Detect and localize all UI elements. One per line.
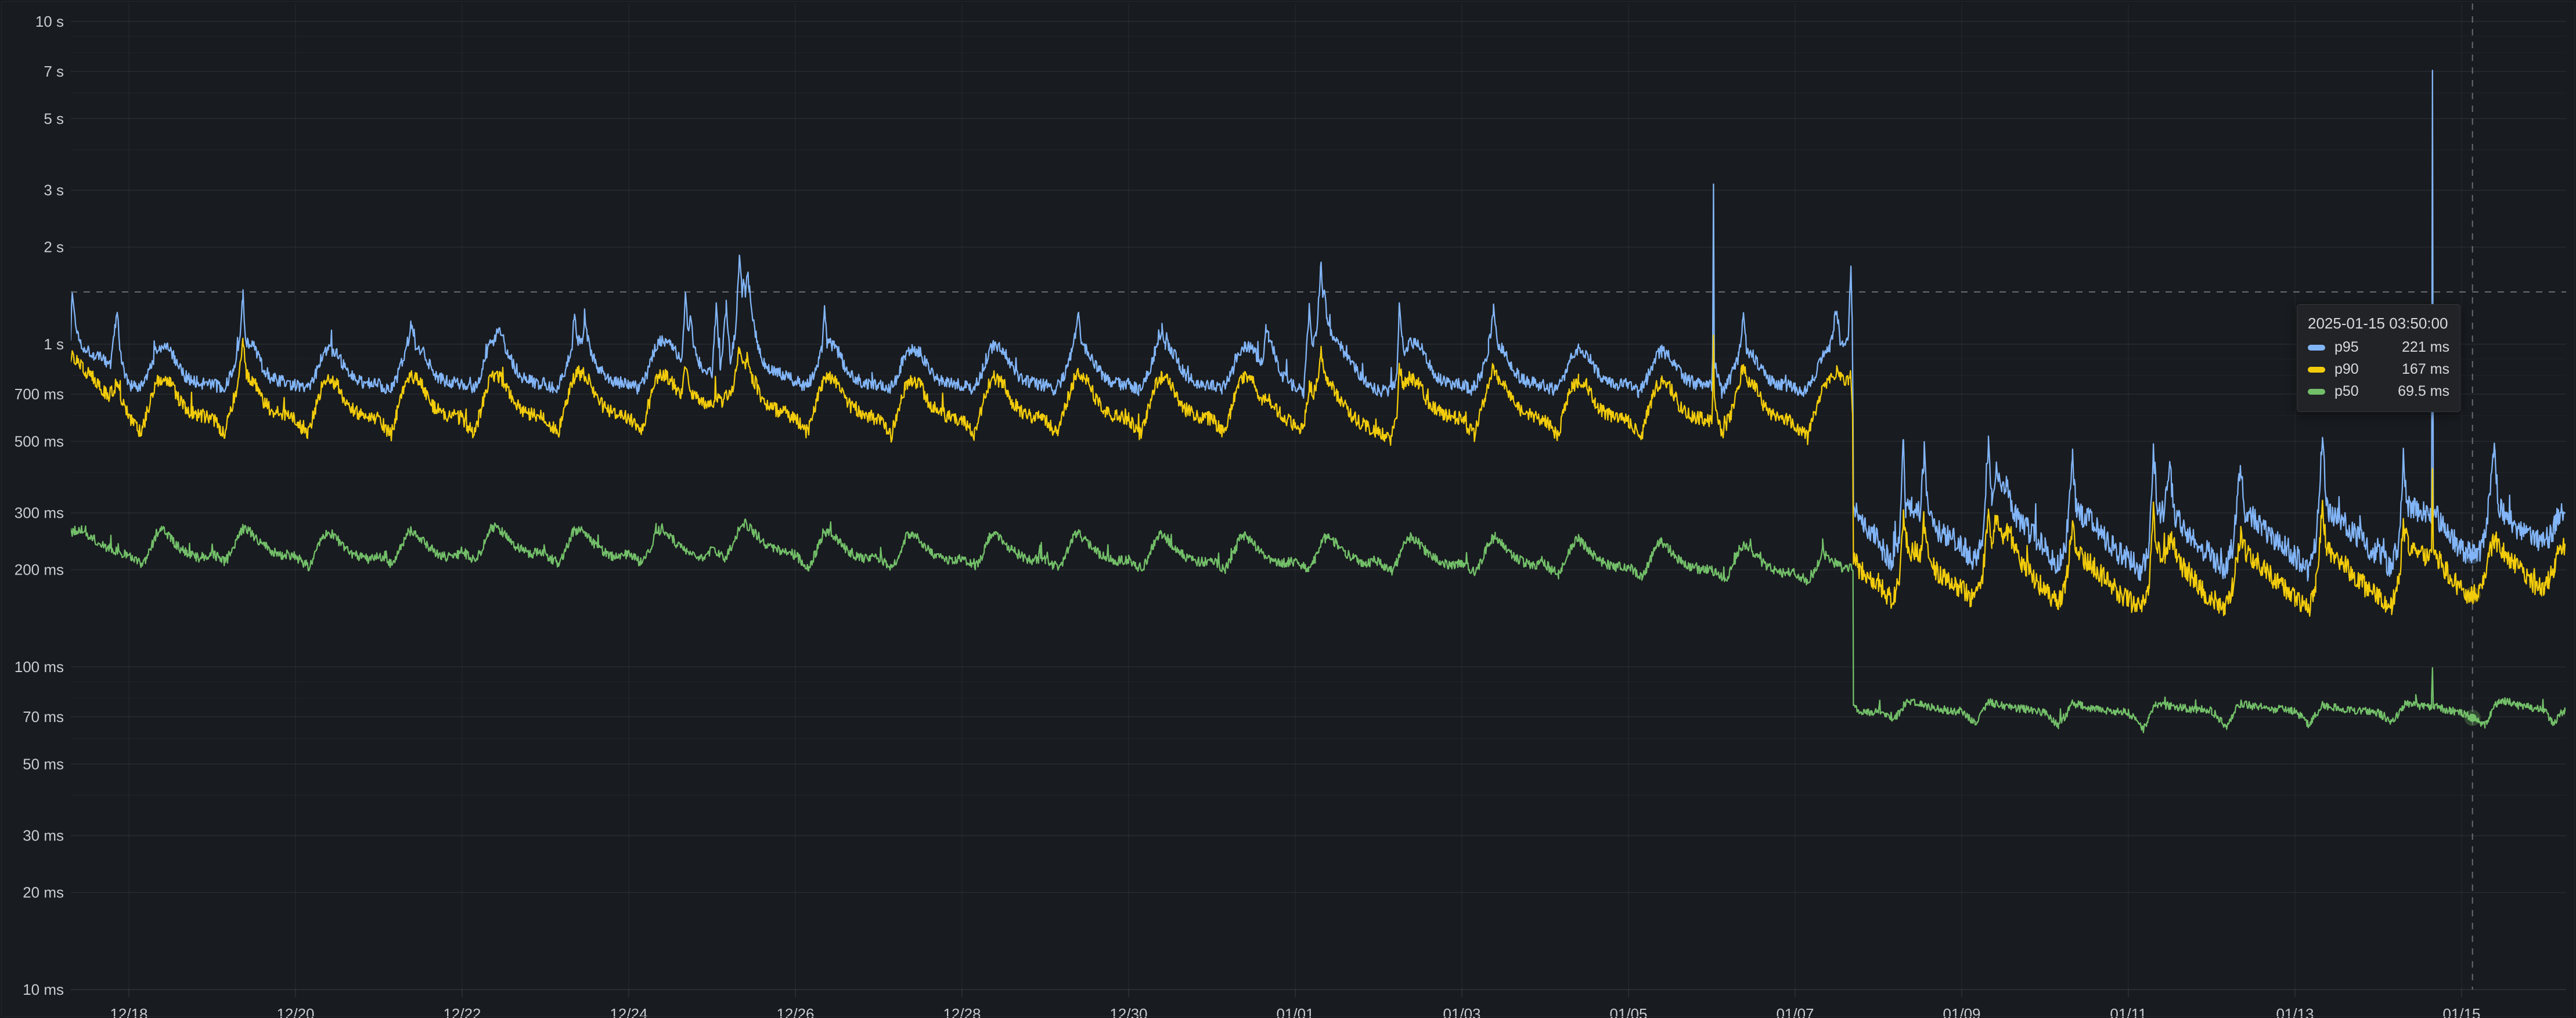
tooltip-series-value: 221 ms	[2402, 339, 2449, 355]
x-axis-label: 12/24	[610, 1005, 647, 1018]
series-color-pill	[2308, 344, 2325, 351]
y-axis-label: 7 s	[44, 63, 64, 80]
y-axis-label: 3 s	[44, 182, 64, 199]
tooltip-series-name: p50	[2334, 383, 2359, 399]
y-axis-label: 10 s	[35, 13, 64, 30]
y-axis-label: 200 ms	[15, 561, 64, 579]
hover-point-p50	[2468, 713, 2477, 722]
y-axis-label: 20 ms	[23, 884, 64, 901]
x-axis-label: 01/07	[1776, 1005, 1814, 1018]
tooltip-series-name: p95	[2334, 339, 2359, 355]
x-axis-label: 01/15	[2442, 1005, 2480, 1018]
y-axis-label: 1 s	[44, 335, 64, 353]
series-line-p50	[71, 518, 2566, 734]
y-axis-label: 300 ms	[15, 504, 64, 522]
tooltip-series-name: p90	[2334, 361, 2359, 377]
x-axis-label: 01/13	[2276, 1005, 2314, 1018]
series-color-pill	[2308, 366, 2325, 373]
hover-point-p90	[2468, 591, 2477, 600]
tooltip-series-value: 69.5 ms	[2398, 383, 2449, 399]
series-line-p95	[71, 70, 2566, 582]
x-axis-label: 01/05	[1609, 1005, 1647, 1018]
tooltip-timestamp: 2025-01-15 03:50:00	[2308, 315, 2448, 332]
hover-tooltip: 2025-01-15 03:50:00 p95 221 ms p90 167 ms p5…	[2297, 304, 2460, 412]
tooltip-row-p95: p95 221 ms	[2308, 340, 2449, 355]
x-axis-label: 12/20	[276, 1005, 314, 1018]
y-axis-label: 70 ms	[23, 708, 64, 725]
y-axis-label: 500 ms	[15, 432, 64, 450]
x-axis-label: 12/28	[943, 1005, 981, 1018]
x-axis-label: 01/09	[1943, 1005, 1980, 1018]
x-axis-label: 12/22	[443, 1005, 481, 1018]
tooltip-rows: p95 221 ms p90 167 ms p50 69.5 ms	[2308, 340, 2449, 399]
y-axis-label: 10 ms	[23, 981, 64, 998]
x-axis-label: 01/03	[1443, 1005, 1480, 1018]
y-axis-label: 700 ms	[15, 385, 64, 403]
tooltip-series-value: 167 ms	[2402, 361, 2449, 377]
x-axis-label: 12/18	[110, 1005, 147, 1018]
hover-point-p95	[2468, 551, 2477, 560]
tooltip-row-p50: p50 69.5 ms	[2308, 384, 2449, 399]
y-axis-label: 30 ms	[23, 827, 64, 844]
x-axis-label: 01/01	[1276, 1005, 1314, 1018]
series-color-pill	[2308, 388, 2325, 395]
y-axis-label: 50 ms	[23, 755, 64, 772]
y-axis-label: 100 ms	[15, 658, 64, 676]
x-axis-label: 12/30	[1109, 1005, 1147, 1018]
y-axis-label: 2 s	[44, 239, 64, 256]
y-axis-label: 5 s	[44, 110, 64, 127]
x-axis-label: 01/11	[2110, 1005, 2146, 1018]
series-line-p90	[71, 334, 2566, 617]
tooltip-row-p90: p90 167 ms	[2308, 362, 2449, 377]
x-axis-label: 12/26	[776, 1005, 814, 1018]
series-layer	[71, 70, 2566, 734]
